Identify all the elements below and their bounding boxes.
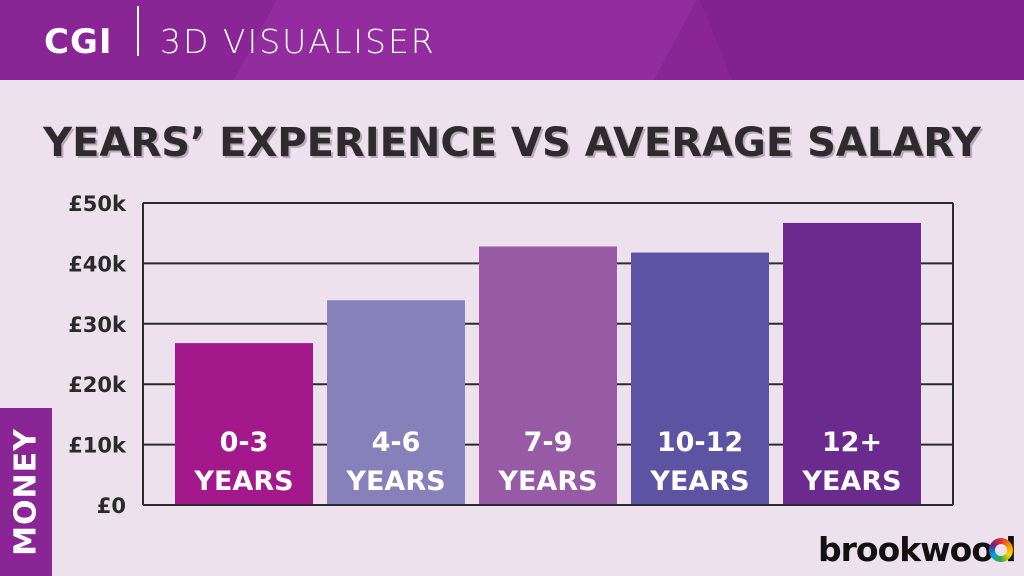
app-title: 3D VISUALISER	[160, 22, 436, 61]
brand-ring-icon	[989, 538, 1013, 562]
bar	[327, 300, 465, 505]
y-tick-label: £0	[97, 494, 126, 518]
category-label: 10-12	[657, 427, 743, 458]
category-label: 4-6	[372, 427, 421, 458]
section-tab-label: MONEY	[8, 428, 44, 556]
bar	[783, 222, 921, 505]
category-label: 7-9	[524, 427, 573, 458]
category-label: 0-3	[220, 427, 269, 458]
y-tick-label: £10k	[68, 434, 127, 458]
category-label: YEARS	[345, 466, 445, 497]
bar	[479, 246, 617, 505]
category-label: YEARS	[193, 466, 293, 497]
header-divider	[137, 6, 139, 56]
section-tab-money: MONEY	[0, 408, 52, 576]
category-label: YEARS	[801, 466, 901, 497]
bar	[175, 343, 313, 505]
y-tick-label: £40k	[68, 252, 127, 276]
brookwood-logo: brookwood	[818, 530, 1017, 569]
bar	[631, 252, 769, 505]
chart-title: YEARS’ EXPERIENCE VS AVERAGE SALARY	[43, 120, 981, 166]
category-label: 12+	[822, 427, 882, 458]
category-label: YEARS	[497, 466, 597, 497]
cgi-logo: CGI	[44, 22, 113, 62]
y-tick-label: £50k	[68, 192, 127, 216]
y-tick-label: £20k	[68, 373, 127, 397]
header-bar: CGI 3D VISUALISER	[0, 0, 1024, 80]
y-tick-label: £30k	[68, 313, 127, 337]
category-label: YEARS	[649, 466, 749, 497]
